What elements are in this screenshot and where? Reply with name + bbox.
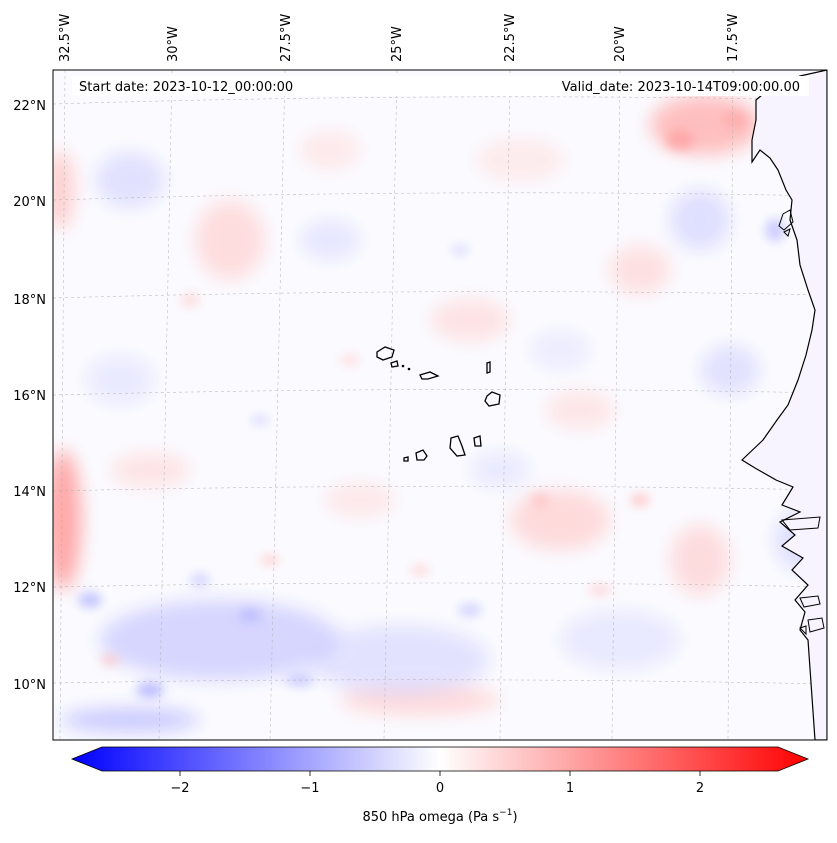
- start-date-label: Start date: 2023-10-12_00:00:00: [79, 80, 293, 95]
- lat-label: 22°N: [13, 99, 46, 114]
- lat-label: 12°N: [13, 581, 46, 596]
- colorbar-tick-label: −1: [300, 781, 319, 796]
- colorbar-body: [70, 746, 810, 772]
- longitude-labels: 32.5°W 30°W 27.5°W 25°W 22.5°W 20°W 17.5…: [58, 14, 741, 62]
- africa-coastline: [741, 70, 827, 740]
- lat-label: 20°N: [13, 195, 46, 210]
- colorbar-label: 850 hPa omega (Pa s−1): [362, 808, 517, 825]
- colorbar-tick-label: 0: [436, 781, 444, 796]
- lat-label: 16°N: [13, 389, 46, 404]
- lon-label: 17.5°W: [726, 14, 741, 62]
- lat-label: 10°N: [13, 678, 46, 693]
- lat-label: 14°N: [13, 485, 46, 500]
- graticule: [53, 70, 827, 740]
- colorbar: −2 −1 0 1 2 850 hPa omega (Pa s−1): [70, 746, 810, 825]
- colorbar-tick-label: 1: [566, 781, 574, 796]
- island-sao-vicente: [390, 360, 399, 368]
- island-santo-antao: [376, 346, 395, 361]
- colorbar-ticks: −2 −1 0 1 2: [170, 771, 704, 796]
- map-panel: Start date: 2023-10-12_00:00:00 Valid_da…: [52, 69, 828, 741]
- lon-label: 22.5°W: [503, 14, 518, 62]
- cape-verde-islands: [376, 346, 501, 462]
- header-band: [72, 76, 809, 96]
- island-boa-vista: [484, 391, 501, 407]
- island-maio: [473, 435, 482, 447]
- island-sal: [486, 361, 491, 374]
- lon-label: 32.5°W: [58, 14, 73, 62]
- lon-label: 25°W: [390, 26, 405, 62]
- omega-field: [53, 70, 827, 740]
- colorbar-tick-label: 2: [696, 781, 704, 796]
- island-brava: [403, 456, 409, 462]
- lon-label: 27.5°W: [279, 14, 294, 62]
- lat-label: 18°N: [13, 293, 46, 308]
- coastal-details: [778, 209, 825, 636]
- island-sao-nicolau: [419, 371, 440, 380]
- map-frame: [52, 69, 828, 741]
- island-fogo: [415, 449, 428, 461]
- valid-date-label: Valid_date: 2023-10-14T09:00:00.00: [562, 80, 800, 95]
- lon-label: 30°W: [166, 26, 181, 62]
- colorbar-tick-label: −2: [170, 781, 189, 796]
- lon-label: 20°W: [613, 26, 628, 62]
- latitude-labels: 22°N 20°N 18°N 16°N 14°N 12°N 10°N: [13, 99, 46, 693]
- island-santiago: [449, 435, 466, 457]
